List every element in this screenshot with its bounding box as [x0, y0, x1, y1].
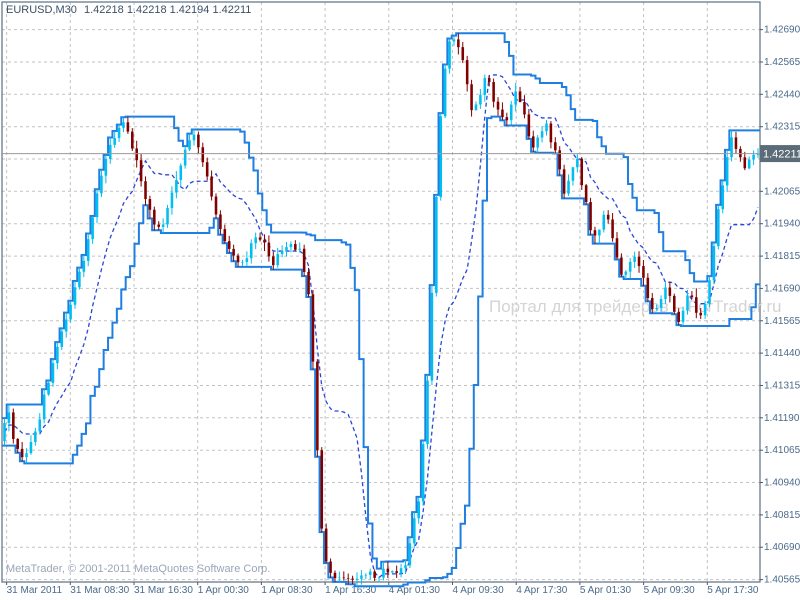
svg-text:Портал для трейдеров – ForTrad: Портал для трейдеров – ForTrader.ru — [489, 297, 781, 316]
svg-text:1 Apr 00:30: 1 Apr 00:30 — [198, 585, 250, 596]
svg-text:4 Apr 17:30: 4 Apr 17:30 — [516, 585, 568, 596]
svg-text:31 Mar 16:30: 31 Mar 16:30 — [134, 585, 193, 596]
svg-text:5 Apr 17:30: 5 Apr 17:30 — [707, 585, 759, 596]
svg-text:4 Apr 09:30: 4 Apr 09:30 — [453, 585, 505, 596]
svg-text:1.42315: 1.42315 — [764, 122, 800, 133]
svg-text:31 Mar 2011: 31 Mar 2011 — [7, 585, 63, 596]
svg-text:1.42218 1.42218 1.42194 1.4221: 1.42218 1.42218 1.42194 1.42211 — [84, 4, 251, 16]
svg-text:1.42440: 1.42440 — [764, 89, 800, 100]
svg-text:1.42690: 1.42690 — [764, 25, 800, 36]
svg-text:1.40940: 1.40940 — [764, 478, 800, 489]
svg-text:MetaTrader, © 2001-2011 MetaQu: MetaTrader, © 2001-2011 MetaQuotes Softw… — [6, 563, 270, 575]
svg-text:1.42065: 1.42065 — [764, 186, 800, 197]
svg-text:1.40690: 1.40690 — [764, 542, 800, 553]
svg-text:1.41065: 1.41065 — [764, 445, 800, 456]
svg-text:1.41440: 1.41440 — [764, 348, 800, 359]
svg-text:1.40815: 1.40815 — [764, 510, 800, 521]
svg-text:1.41565: 1.41565 — [764, 316, 800, 327]
svg-text:1.41940: 1.41940 — [764, 219, 800, 230]
svg-text:1.42565: 1.42565 — [764, 57, 800, 68]
svg-text:1.40565: 1.40565 — [764, 575, 800, 586]
svg-text:1.41815: 1.41815 — [764, 251, 800, 262]
svg-text:1.42211: 1.42211 — [763, 149, 800, 161]
svg-text:31 Mar 08:30: 31 Mar 08:30 — [70, 585, 129, 596]
svg-text:1 Apr 08:30: 1 Apr 08:30 — [261, 585, 313, 596]
svg-text:1.41690: 1.41690 — [764, 283, 800, 294]
svg-text:1.41315: 1.41315 — [764, 381, 800, 392]
svg-text:EURUSD,M30: EURUSD,M30 — [6, 4, 77, 16]
svg-text:1.41190: 1.41190 — [764, 413, 800, 424]
svg-text:5 Apr 09:30: 5 Apr 09:30 — [644, 585, 696, 596]
svg-text:5 Apr 01:30: 5 Apr 01:30 — [580, 585, 632, 596]
